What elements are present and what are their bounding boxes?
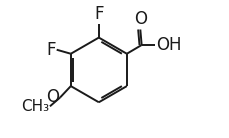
Text: O: O — [46, 88, 59, 106]
Text: OH: OH — [155, 36, 180, 54]
Text: CH₃: CH₃ — [21, 99, 49, 114]
Text: O: O — [133, 10, 146, 28]
Text: F: F — [94, 5, 103, 23]
Text: F: F — [46, 41, 55, 59]
